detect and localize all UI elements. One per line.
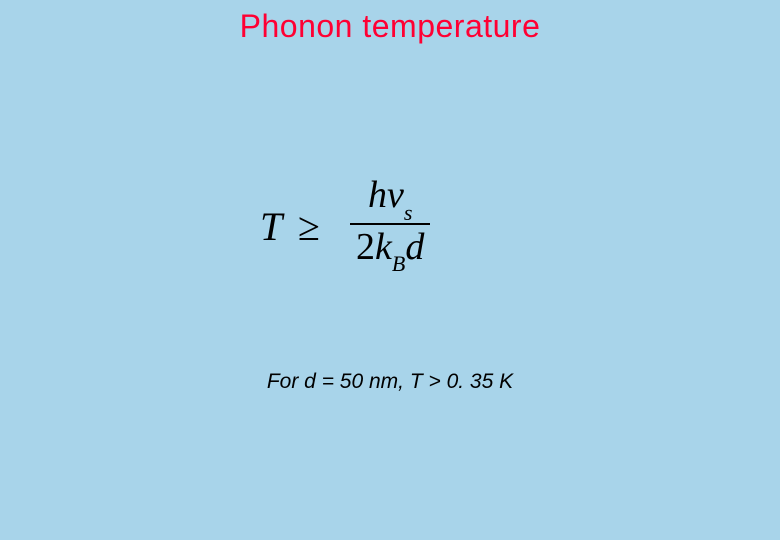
example-caption: For d = 50 nm, T > 0. 35 K xyxy=(0,370,780,394)
formula-numerator: hvs xyxy=(350,175,430,221)
numerator-sub-s: s xyxy=(404,200,413,225)
formula-lhs-T: T xyxy=(260,203,282,250)
denominator-2: 2 xyxy=(356,226,375,268)
fraction-bar xyxy=(350,223,430,225)
numerator-h: h xyxy=(368,174,387,216)
formula-block: T ≥ hvs 2kBd xyxy=(260,175,520,285)
denominator-sub-B: B xyxy=(392,251,405,276)
formula-relation-geq: ≥ xyxy=(298,203,320,250)
denominator-k: k xyxy=(375,226,392,268)
slide-title: Phonon temperature xyxy=(0,8,780,45)
formula-fraction: hvs 2kBd xyxy=(350,175,430,273)
denominator-d: d xyxy=(405,226,424,268)
formula-denominator: 2kBd xyxy=(350,227,430,273)
numerator-v: v xyxy=(387,174,404,216)
